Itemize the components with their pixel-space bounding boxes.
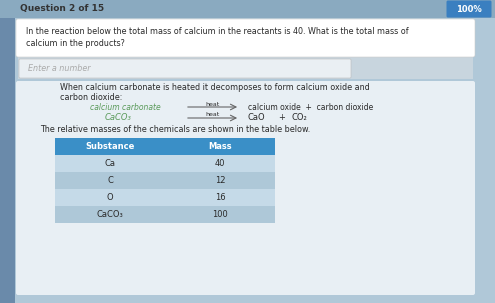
Text: O: O: [107, 193, 113, 202]
Text: heat: heat: [205, 112, 219, 118]
Text: CaCO₃: CaCO₃: [97, 210, 123, 219]
FancyBboxPatch shape: [446, 1, 492, 18]
Text: Question 2 of 15: Question 2 of 15: [20, 5, 104, 14]
Bar: [55, 206, 165, 223]
Bar: [165, 138, 275, 155]
Bar: [0, 0, 495, 18]
Text: +: +: [278, 114, 285, 122]
Bar: [55, 172, 165, 189]
Text: Enter a number: Enter a number: [28, 64, 91, 73]
Bar: [55, 189, 165, 206]
Text: 12: 12: [215, 176, 225, 185]
Text: 100: 100: [212, 210, 228, 219]
Text: calcium in the products?: calcium in the products?: [26, 38, 125, 48]
Text: The relative masses of the chemicals are shown in the table below.: The relative masses of the chemicals are…: [40, 125, 310, 135]
Bar: [18, 57, 473, 79]
Bar: [55, 138, 165, 155]
Text: CO₂: CO₂: [292, 114, 308, 122]
Text: heat: heat: [205, 102, 219, 106]
Text: 16: 16: [215, 193, 225, 202]
Text: CaCO₃: CaCO₃: [105, 114, 132, 122]
Text: calcium carbonate: calcium carbonate: [90, 102, 161, 112]
Text: C: C: [107, 176, 113, 185]
Bar: [165, 155, 275, 172]
Text: When calcium carbonate is heated it decomposes to form calcium oxide and: When calcium carbonate is heated it deco…: [60, 84, 370, 92]
FancyBboxPatch shape: [19, 59, 351, 78]
Text: Substance: Substance: [85, 142, 135, 151]
Bar: [165, 172, 275, 189]
Text: calcium oxide  +  carbon dioxide: calcium oxide + carbon dioxide: [248, 102, 373, 112]
Text: CaO: CaO: [248, 114, 266, 122]
Text: carbon dioxide:: carbon dioxide:: [60, 92, 122, 102]
Bar: [165, 206, 275, 223]
Text: 40: 40: [215, 159, 225, 168]
FancyBboxPatch shape: [16, 81, 475, 295]
Bar: [165, 189, 275, 206]
Text: Mass: Mass: [208, 142, 232, 151]
Bar: [0, 0, 15, 303]
Text: Ca: Ca: [104, 159, 115, 168]
Text: In the reaction below the total mass of calcium in the reactants is 40. What is : In the reaction below the total mass of …: [26, 26, 409, 35]
FancyBboxPatch shape: [16, 19, 475, 57]
Text: 100%: 100%: [456, 5, 482, 14]
Bar: [55, 155, 165, 172]
